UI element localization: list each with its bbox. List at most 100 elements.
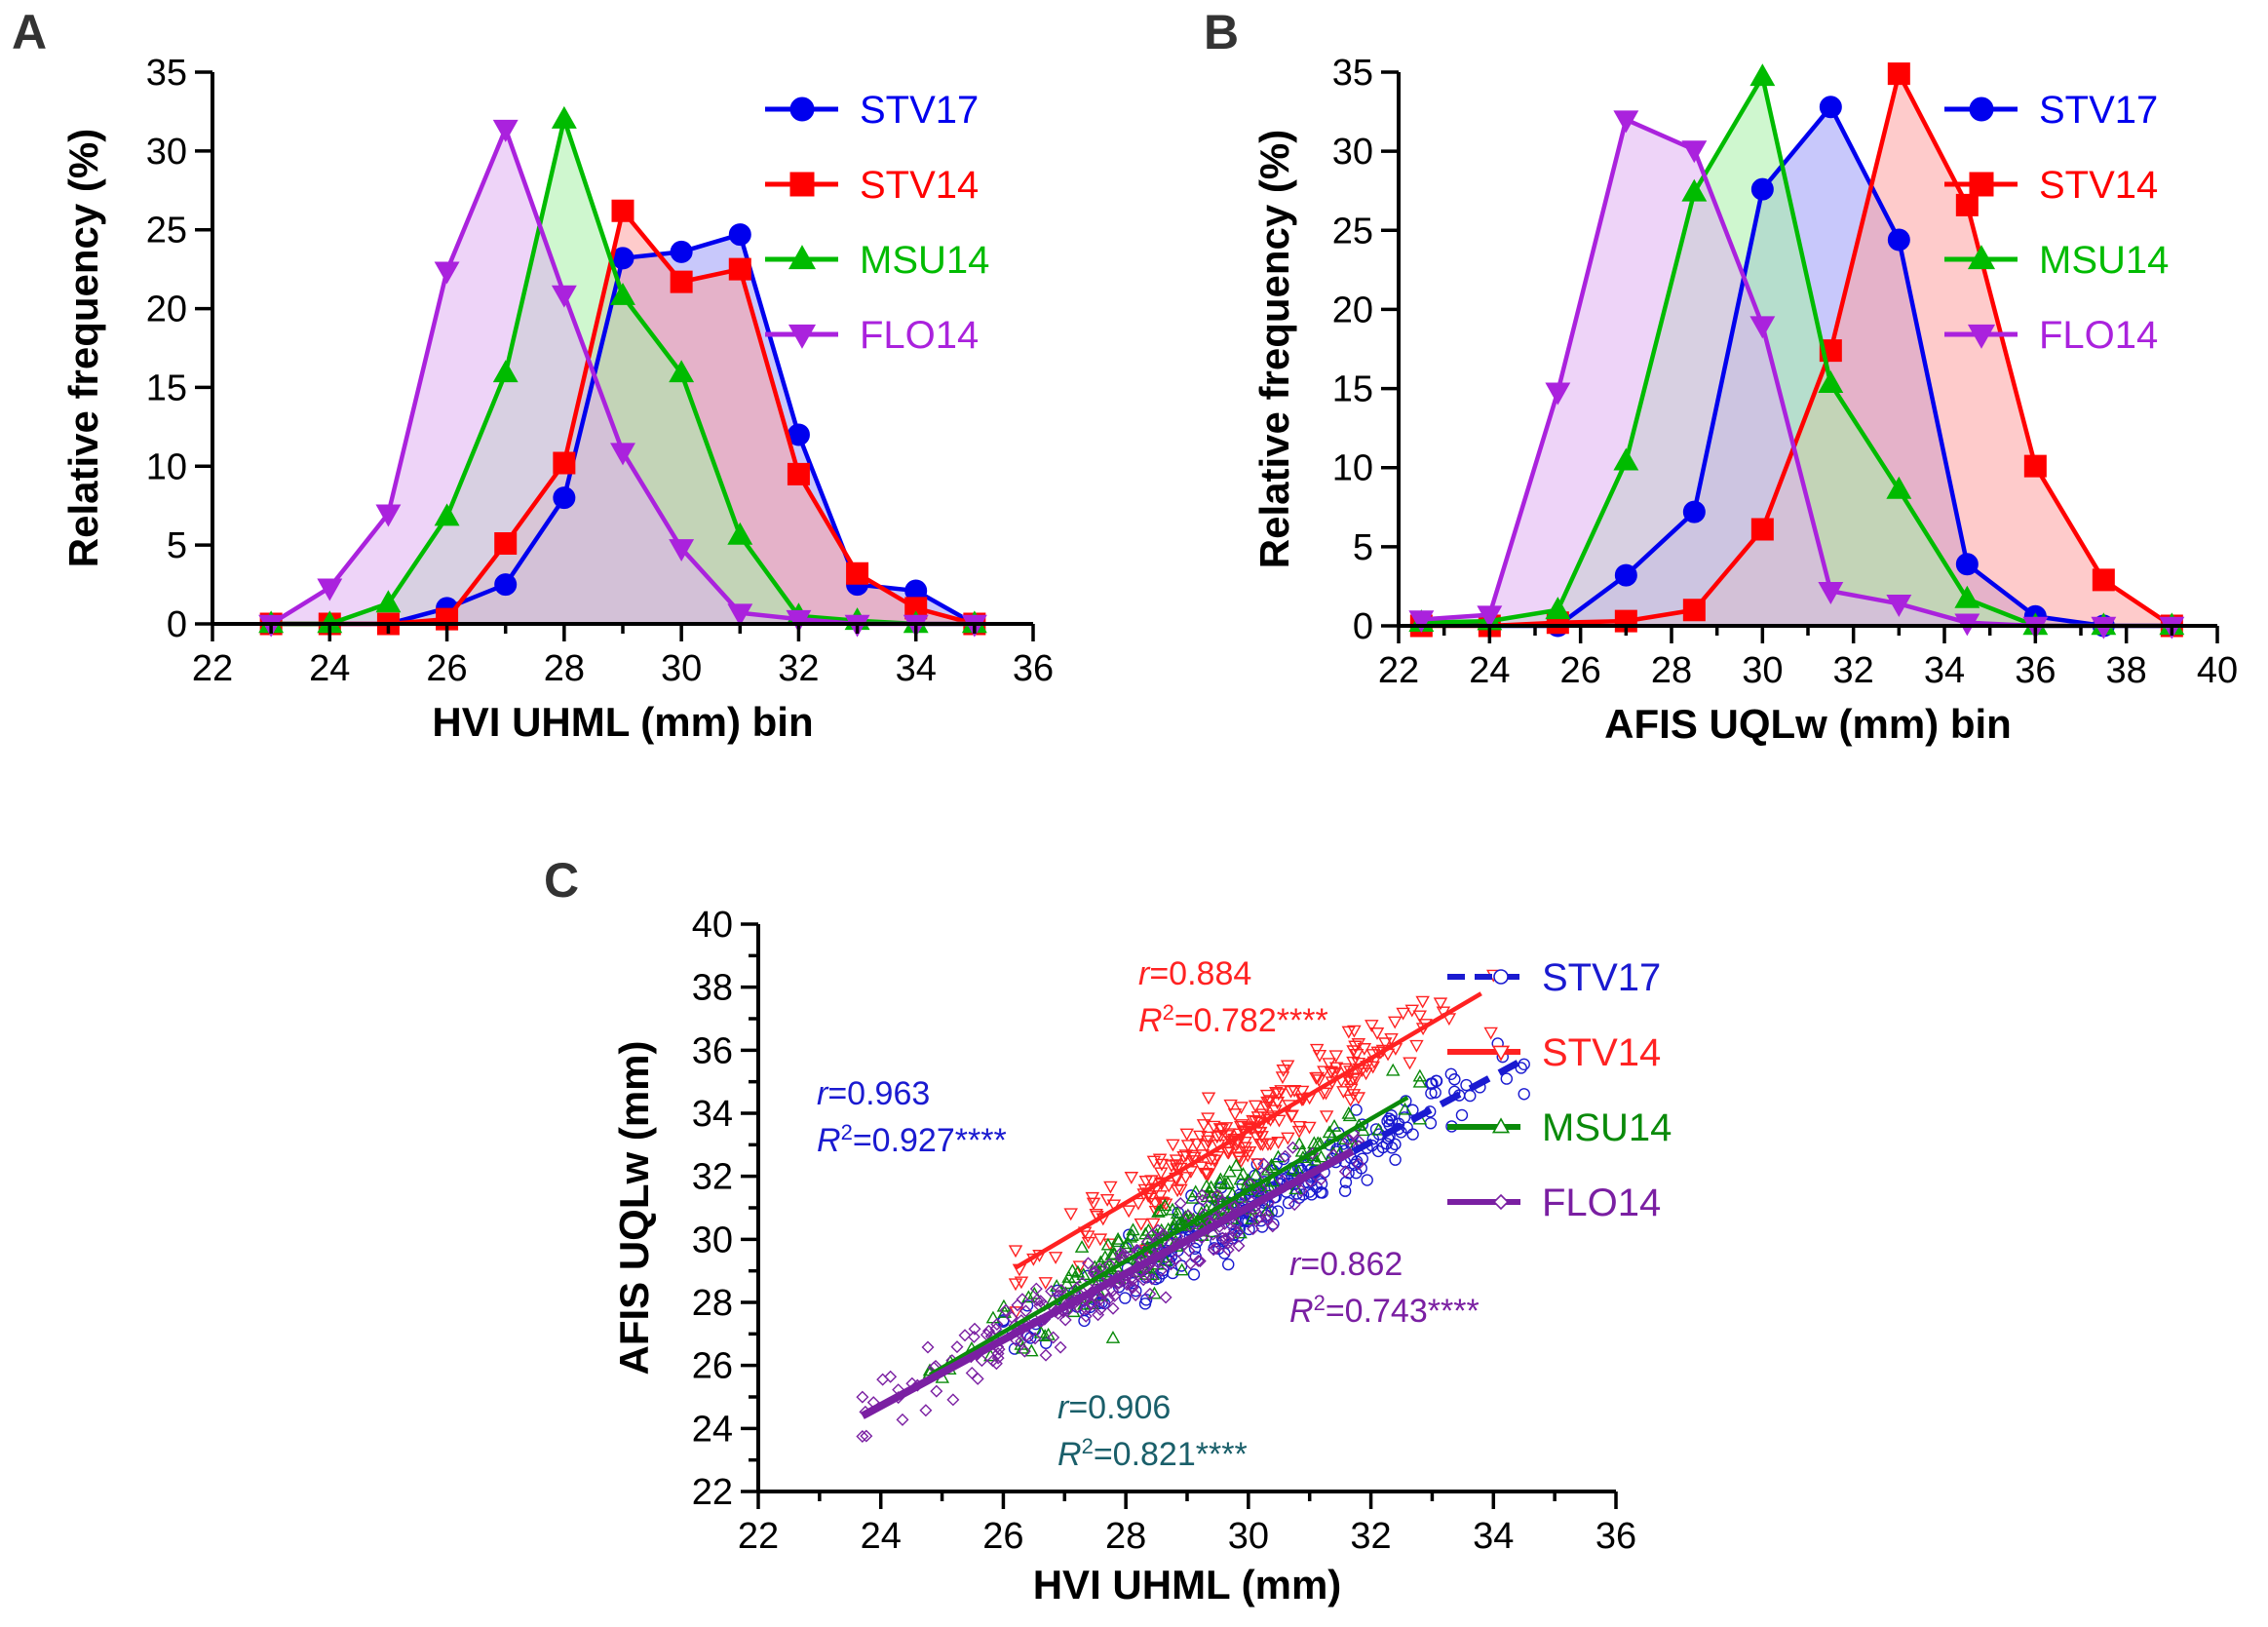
legend-label-msu14: MSU14: [2039, 239, 2169, 282]
legend-marker-stv17: [789, 97, 815, 122]
scatter-point: [1146, 1218, 1161, 1231]
scatter-point: [1398, 1111, 1411, 1124]
scatter-point: [991, 1351, 1005, 1365]
scatter-point: [1174, 1262, 1189, 1276]
scatter-point: [1409, 1039, 1424, 1053]
scatter-point: [1286, 1141, 1299, 1154]
x-tick-label: 26: [426, 648, 467, 689]
scatter-point: [1009, 1306, 1023, 1320]
scatter-point: [1389, 1153, 1402, 1166]
y-tick-label: 30: [1332, 132, 1373, 173]
scatter-point: [950, 1340, 964, 1354]
scatter-point: [985, 1310, 1001, 1324]
scatter-point: [1365, 1061, 1380, 1074]
point-flo14: [434, 261, 460, 285]
scatter-point: [965, 1366, 979, 1379]
legend: STV17 STV14 MSU14 FLO14: [765, 89, 989, 357]
point-stv14: [611, 199, 634, 222]
point-flo14: [1613, 110, 1639, 134]
scatter-point: [1005, 1310, 1019, 1324]
scatter-point: [1284, 1085, 1298, 1099]
y-tick-label: 38: [692, 968, 733, 1009]
r-value: =0.884: [1149, 955, 1251, 992]
scatter-point: [1047, 1331, 1060, 1344]
x-tick-label: 36: [2015, 650, 2056, 691]
scatter-point: [1184, 1257, 1198, 1270]
scatter-point: [1093, 1233, 1108, 1247]
scatter-point: [1284, 1110, 1299, 1124]
legend: STV17 STV14 MSU14 FLO14: [1944, 89, 2169, 357]
scatter-point: [1338, 1165, 1352, 1179]
scatter-point: [1351, 1038, 1366, 1051]
y-axis-title: Relative frequency (%): [60, 129, 106, 567]
area-msu14: [1421, 76, 2172, 626]
panel-c: Cr=0.963R2=0.927****r=0.884R2=0.782****r…: [544, 853, 1672, 1608]
scatter-point: [1145, 1272, 1159, 1286]
scatter-point: [1250, 1111, 1266, 1125]
scatter-point: [1341, 1105, 1357, 1119]
point-flo14: [1408, 610, 1435, 634]
scatter-point: [1343, 1094, 1358, 1107]
scatter-point: [1342, 1167, 1355, 1180]
point-stv14: [787, 462, 810, 485]
scatter-point: [1222, 1231, 1236, 1245]
scatter-point: [1106, 1284, 1120, 1298]
x-tick-label: 38: [2106, 650, 2147, 691]
scatter-point: [1396, 1007, 1410, 1021]
y-tick-label: 20: [1332, 290, 1373, 330]
scatter-point: [1201, 1135, 1215, 1148]
scatter-point: [1257, 1157, 1271, 1171]
legend-marker-flo14: [1492, 1193, 1510, 1211]
scatter-point: [921, 1340, 935, 1354]
annotation-r-stv17: r=0.963: [817, 1075, 930, 1112]
scatter-point: [1328, 1050, 1344, 1064]
scatter-point: [1185, 1190, 1200, 1204]
r-symbol: r: [1138, 955, 1151, 992]
scatter-point: [1205, 1188, 1219, 1202]
scatter-point: [1143, 1287, 1157, 1300]
point-msu14: [1681, 178, 1708, 202]
scatter-point: [1118, 1240, 1134, 1253]
scatter-point: [1208, 1242, 1220, 1255]
x-tick-label: 24: [309, 648, 350, 689]
scatter-point: [1153, 1167, 1169, 1181]
scatter-point: [1341, 1133, 1355, 1146]
y-tick-label: 40: [692, 905, 733, 946]
scatter-point: [1147, 1197, 1163, 1211]
annotation-r-flo14: r=0.862: [1289, 1246, 1403, 1283]
scatter-point: [1134, 1218, 1149, 1231]
scatter-point: [1201, 1169, 1215, 1182]
point-stv17: [670, 240, 693, 263]
scatter-point: [1500, 1072, 1514, 1085]
scatter-point: [1275, 1071, 1290, 1085]
scatter-point: [876, 1373, 890, 1386]
x-tick-label: 24: [1469, 650, 1510, 691]
x-axis-title: HVI UHML (mm): [1033, 1562, 1342, 1608]
x-tick-label: 30: [1742, 650, 1783, 691]
scatter-point: [1054, 1340, 1067, 1354]
scatter-point: [1425, 1077, 1438, 1090]
scatter-point: [1448, 1073, 1461, 1086]
scatter-point: [1014, 1276, 1029, 1290]
y-tick-label: 0: [167, 604, 187, 645]
scatter-point: [1356, 1152, 1368, 1165]
scatter-point: [971, 1372, 984, 1385]
scatter-point: [1180, 1140, 1196, 1153]
scatter-point: [1232, 1152, 1248, 1165]
scatter-point: [1348, 1158, 1362, 1171]
y-axis-title: AFIS UQLw (mm): [611, 1041, 657, 1375]
x-tick-label: 30: [1228, 1516, 1269, 1557]
y-tick-label: 30: [146, 132, 187, 173]
y-tick-label: 5: [167, 525, 187, 566]
x-tick-label: 36: [1013, 648, 1054, 689]
scatter-point: [1279, 1149, 1292, 1163]
scatter-point: [1055, 1283, 1068, 1297]
scatter-point: [1058, 1313, 1072, 1327]
scatter-point: [1389, 1138, 1402, 1151]
scatter-point: [1110, 1231, 1126, 1245]
scatter-point: [1179, 1128, 1194, 1142]
scatter-point: [1319, 1110, 1334, 1124]
point-stv14: [1682, 599, 1706, 622]
scatter-point: [1008, 1245, 1023, 1259]
scatter-point: [884, 1370, 898, 1383]
